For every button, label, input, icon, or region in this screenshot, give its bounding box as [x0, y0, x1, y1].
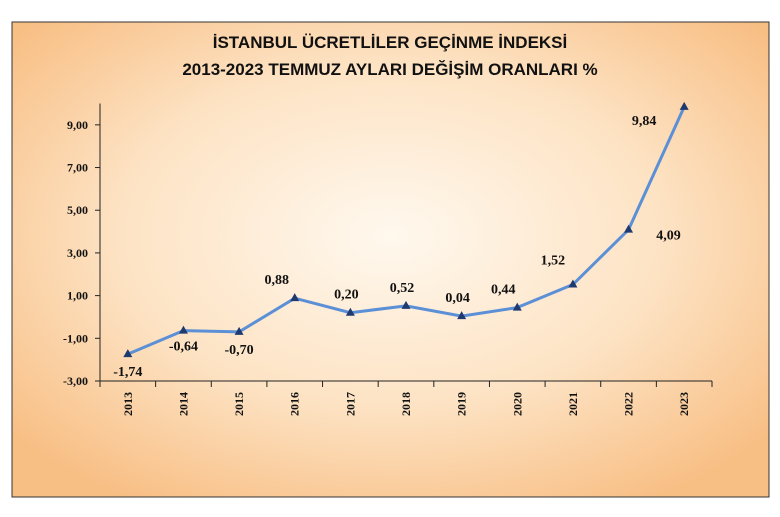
marker	[123, 349, 133, 358]
data-label: 0,04	[445, 291, 470, 306]
marker	[234, 326, 244, 335]
data-label: -0,70	[225, 343, 254, 358]
y-tick-label: 5,00	[67, 203, 88, 217]
x-tick-label: 2019	[455, 392, 469, 416]
data-label: 4,09	[656, 229, 681, 244]
x-tick-label: 2023	[677, 392, 691, 416]
data-label: -1,74	[113, 365, 142, 380]
x-tick-label: 2013	[121, 392, 135, 416]
x-tick-label: 2021	[566, 392, 580, 416]
marker	[290, 293, 300, 302]
x-tick-label: 2014	[176, 392, 190, 416]
y-tick-label: 3,00	[67, 246, 88, 260]
data-label: 0,44	[491, 283, 516, 298]
x-tick-label: 2020	[510, 392, 524, 416]
marker	[512, 302, 522, 311]
data-label: 0,20	[334, 288, 359, 303]
y-tick-label: -3,00	[63, 374, 88, 388]
y-tick-label: 1,00	[67, 289, 88, 303]
y-tick-label: -1,00	[63, 331, 88, 345]
marker	[679, 101, 689, 110]
x-tick-label: 2015	[232, 392, 246, 416]
y-tick-label: 9,00	[67, 118, 88, 132]
marker	[624, 224, 634, 233]
data-label: -0,64	[169, 340, 198, 355]
x-tick-label: 2018	[399, 392, 413, 416]
data-label: 9,84	[632, 114, 657, 129]
data-label: 0,88	[264, 273, 289, 288]
chart-title: İSTANBUL ÜCRETLİLER GEÇİNME İNDEKSİ	[213, 33, 568, 52]
marker	[401, 300, 411, 309]
chart-subtitle: 2013-2023 TEMMUZ AYLARI DEĞİŞİM ORANLARI…	[182, 60, 597, 79]
x-tick-label: 2022	[622, 392, 636, 416]
marker	[568, 279, 578, 288]
marker	[178, 325, 188, 334]
data-label: 1,52	[541, 254, 566, 269]
marker	[457, 311, 467, 320]
chart-frame	[11, 21, 770, 498]
data-label: 0,52	[390, 281, 415, 296]
y-tick-label: 7,00	[67, 161, 88, 175]
x-tick-label: 2016	[288, 392, 302, 416]
x-tick-label: 2017	[343, 392, 357, 416]
marker	[345, 307, 355, 316]
